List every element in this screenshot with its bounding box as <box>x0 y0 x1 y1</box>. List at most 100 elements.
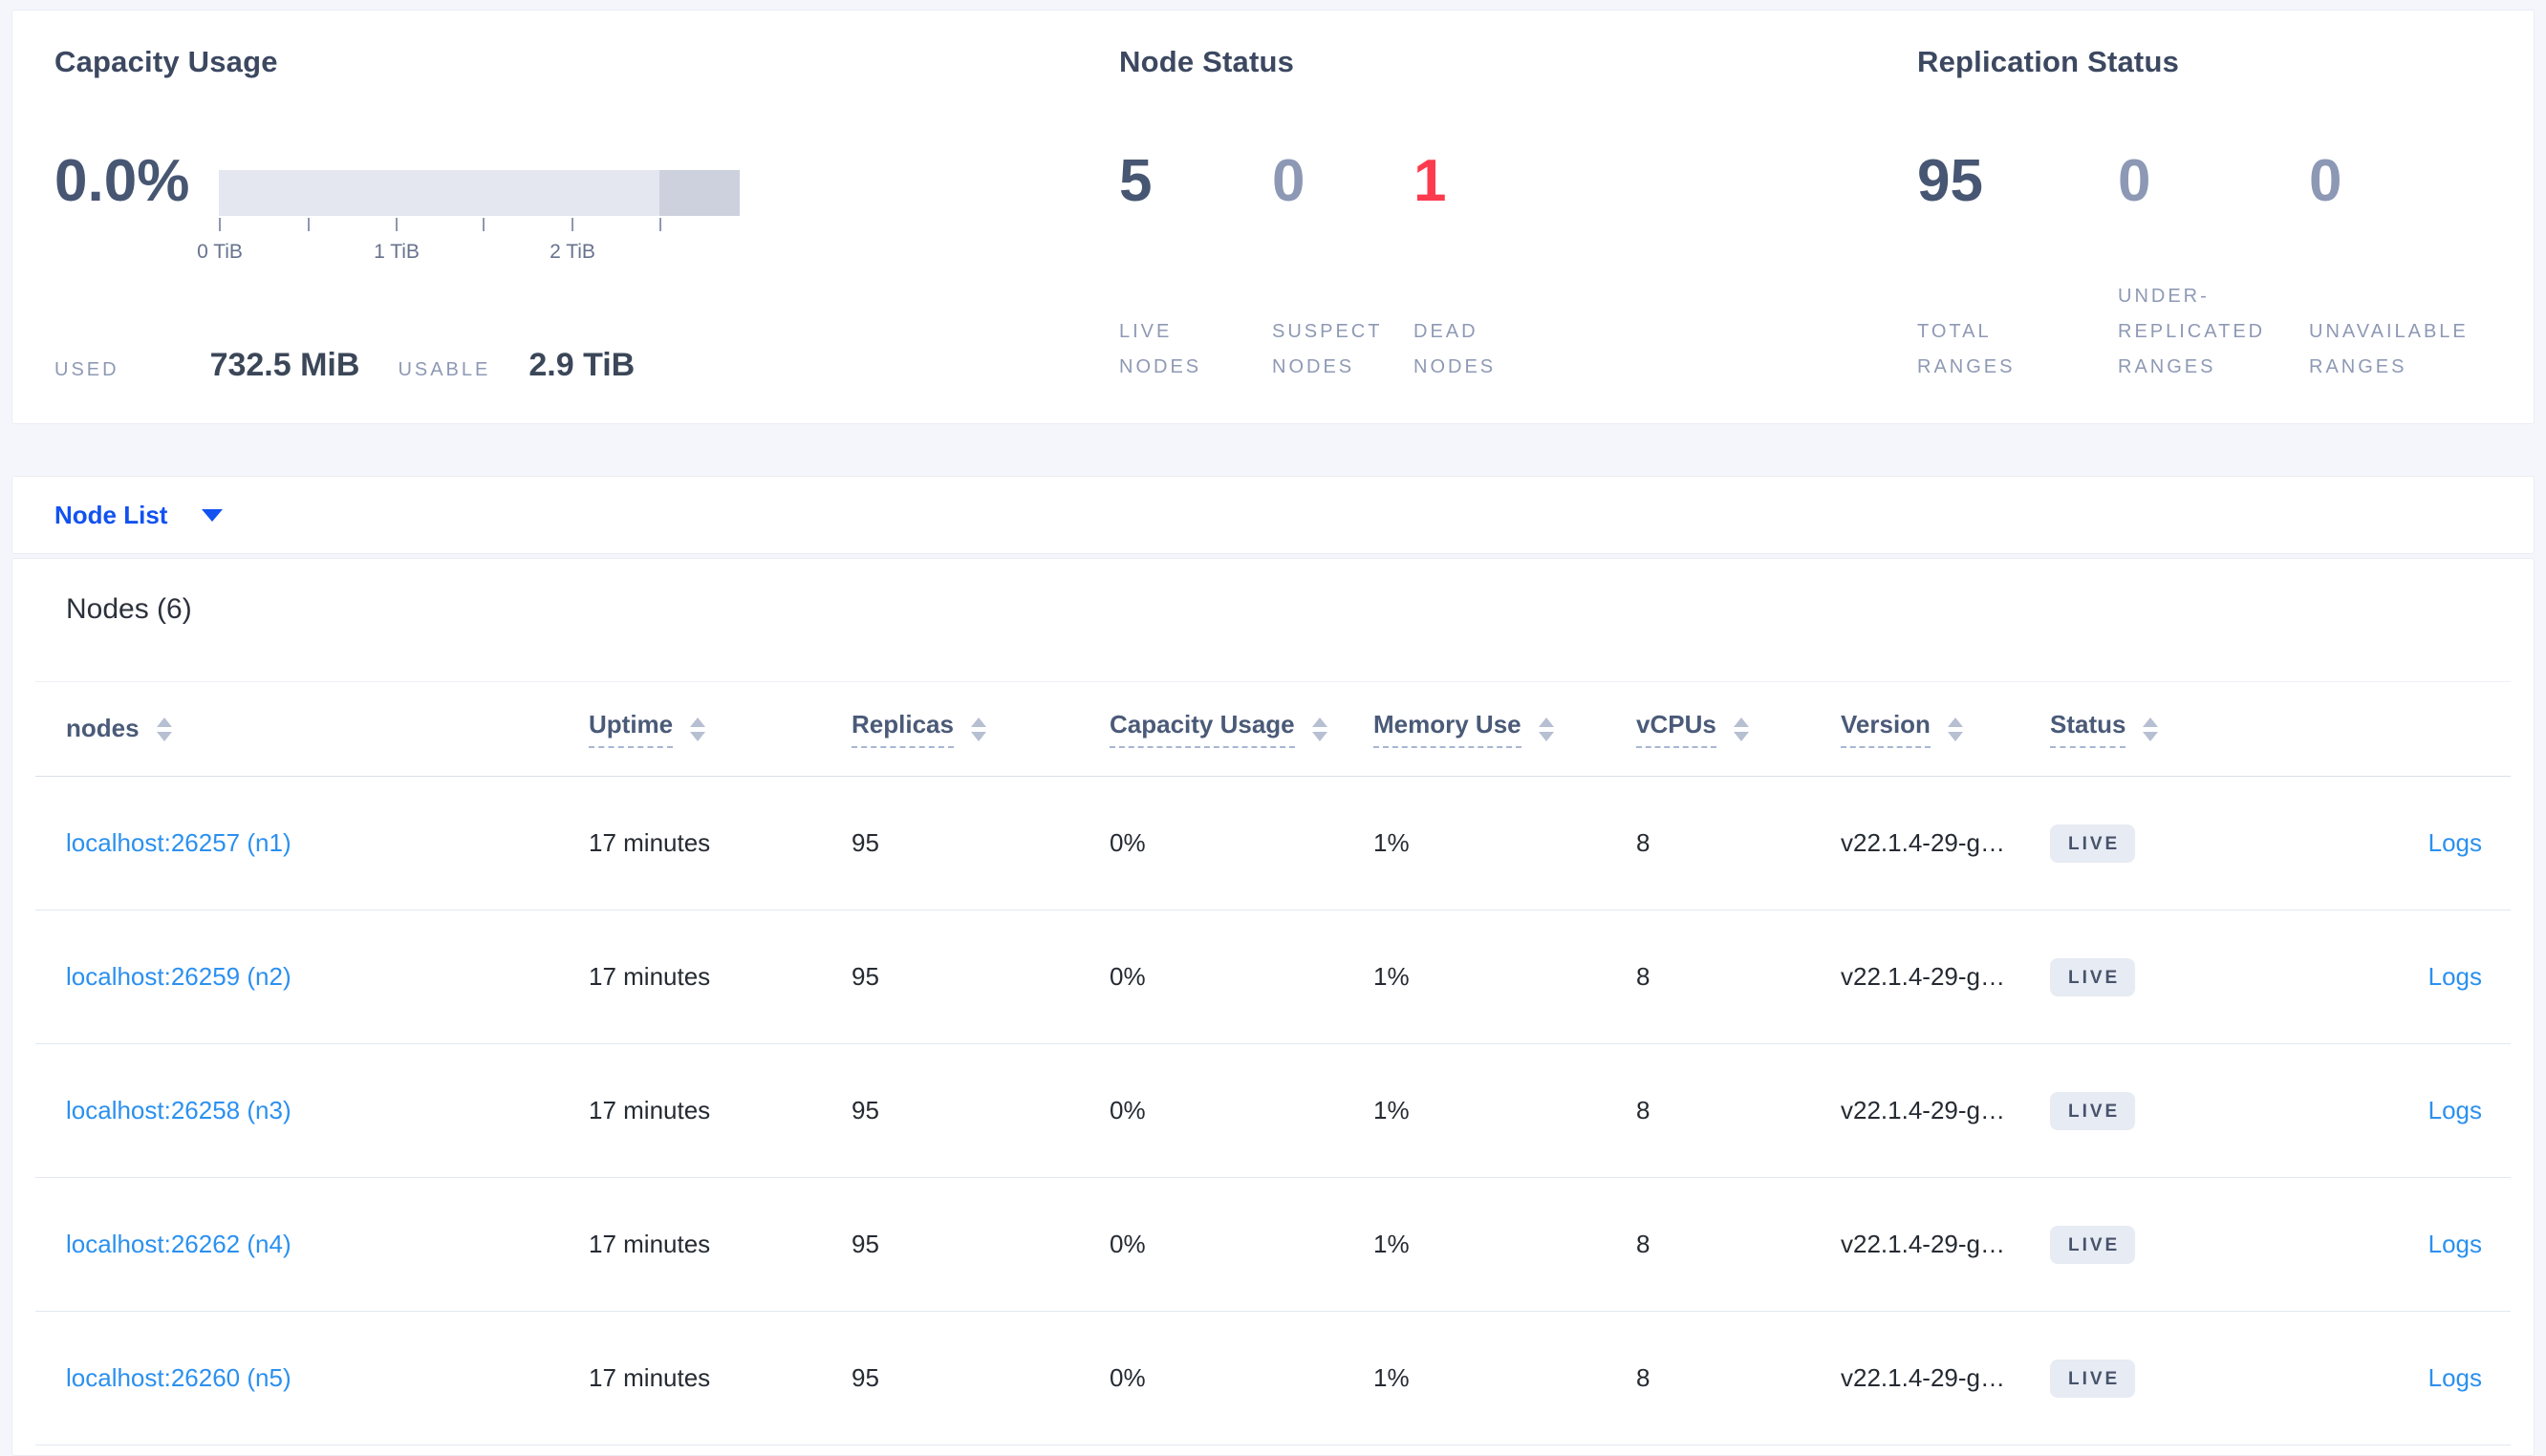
axis-tick-label: 1 TiB <box>374 241 420 263</box>
capacity-cell: 0% <box>1110 828 1146 857</box>
replicas-cell: 95 <box>852 962 879 991</box>
table-header-row: nodes Uptime Replicas Capacity Usage Mem… <box>35 682 2511 777</box>
axis-tick <box>396 218 398 231</box>
unavailable-ranges-stat: 0 UNAVAILABLE RANGES <box>2309 152 2505 385</box>
table-row: localhost:26258 (n3) 17 minutes 95 0% 1%… <box>35 1044 2511 1178</box>
column-header-replicas[interactable]: Replicas <box>852 710 1110 749</box>
vcpus-cell: 8 <box>1636 1096 1651 1124</box>
status-badge: LIVE <box>2050 1225 2136 1264</box>
node-list-dropdown-label: Node List <box>54 500 168 529</box>
unavailable-ranges-label: UNAVAILABLE RANGES <box>2309 321 2469 377</box>
logs-link[interactable]: Logs <box>2427 962 2482 991</box>
column-header-uptime[interactable]: Uptime <box>589 710 852 749</box>
divider <box>35 681 2511 682</box>
memory-cell: 1% <box>1373 828 1410 857</box>
sort-icon <box>1733 717 1749 741</box>
memory-cell: 1% <box>1373 962 1410 991</box>
uptime-cell: 17 minutes <box>589 828 711 857</box>
under-replicated-ranges-value: 0 <box>2118 148 2151 214</box>
vcpus-cell: 8 <box>1636 1230 1651 1258</box>
node-link[interactable]: localhost:26257 (n1) <box>66 828 291 857</box>
uptime-cell: 17 minutes <box>589 1230 711 1258</box>
memory-cell: 1% <box>1373 1230 1410 1258</box>
sort-icon <box>156 717 172 741</box>
table-row: localhost:26257 (n1) 17 minutes 95 0% 1%… <box>35 777 2511 910</box>
version-cell: v22.1.4-29-g… <box>1841 828 2005 857</box>
replication-status-title: Replication Status <box>1917 45 2180 78</box>
table-row: localhost:26260 (n5) 17 minutes 95 0% 1%… <box>35 1312 2511 1445</box>
column-header-version[interactable]: Version <box>1841 710 2050 749</box>
uptime-cell: 17 minutes <box>589 1096 711 1124</box>
node-link[interactable]: localhost:26260 (n5) <box>66 1363 291 1392</box>
memory-cell: 1% <box>1373 1363 1410 1392</box>
node-status-title: Node Status <box>1119 45 1295 78</box>
suspect-nodes-label: SUSPECT NODES <box>1272 321 1383 377</box>
live-nodes-value: 5 <box>1119 148 1153 214</box>
axis-tick-label: 2 TiB <box>550 241 595 263</box>
capacity-cell: 0% <box>1110 962 1146 991</box>
status-badge: LIVE <box>2050 1091 2136 1130</box>
node-list-dropdown[interactable]: Node List <box>54 477 224 553</box>
usable-label: USABLE <box>398 359 491 380</box>
column-header-label: Replicas <box>852 710 954 749</box>
version-cell: v22.1.4-29-g… <box>1841 1096 2005 1124</box>
axis-tick <box>572 218 573 231</box>
capacity-usage-bar: 0 TiB 1 TiB 2 TiB <box>197 170 740 263</box>
replicas-cell: 95 <box>852 1096 879 1124</box>
logs-link[interactable]: Logs <box>2427 1363 2482 1392</box>
dead-nodes-label: DEAD NODES <box>1413 321 1497 377</box>
column-header-status[interactable]: Status <box>2050 710 2211 749</box>
cluster-summary-card: Capacity Usage Node Status Replication S… <box>11 10 2535 424</box>
axis-tick <box>308 218 310 231</box>
used-value: 732.5 MiB <box>209 347 360 383</box>
version-cell: v22.1.4-29-g… <box>1841 1230 2005 1258</box>
column-header-memory-use[interactable]: Memory Use <box>1373 710 1636 749</box>
sort-icon <box>2143 717 2159 741</box>
version-cell: v22.1.4-29-g… <box>1841 962 2005 991</box>
dead-nodes-value: 1 <box>1413 148 1447 214</box>
logs-link[interactable]: Logs <box>2427 828 2482 857</box>
column-header-label: Capacity Usage <box>1110 710 1295 749</box>
live-nodes-label: LIVE NODES <box>1119 321 1202 377</box>
logs-link[interactable]: Logs <box>2427 1096 2482 1124</box>
live-nodes-stat: 5 LIVE NODES <box>1119 152 1253 385</box>
vcpus-cell: 8 <box>1636 1363 1651 1392</box>
column-header-nodes[interactable]: nodes <box>66 714 589 743</box>
sort-icon <box>690 717 706 741</box>
view-selector-bar: Node List <box>11 476 2535 554</box>
suspect-nodes-stat: 0 SUSPECT NODES <box>1272 152 1396 385</box>
total-ranges-label: TOTAL RANGES <box>1917 321 2016 377</box>
capacity-bar-segment <box>659 170 740 216</box>
node-link[interactable]: localhost:26258 (n3) <box>66 1096 291 1124</box>
table-body: localhost:26257 (n1) 17 minutes 95 0% 1%… <box>12 777 2534 1445</box>
capacity-cell: 0% <box>1110 1230 1146 1258</box>
nodes-table-card: Nodes (6) nodes Uptime Replicas Capacity… <box>11 558 2535 1456</box>
unavailable-ranges-value: 0 <box>2309 148 2342 214</box>
node-link[interactable]: localhost:26262 (n4) <box>66 1230 291 1258</box>
table-row: localhost:26262 (n4) 17 minutes 95 0% 1%… <box>35 1178 2511 1312</box>
vcpus-cell: 8 <box>1636 828 1651 857</box>
axis-tick <box>219 218 221 231</box>
capacity-percent: 0.0% <box>54 148 190 214</box>
capacity-cell: 0% <box>1110 1096 1146 1124</box>
axis-tick <box>483 218 485 231</box>
status-badge: LIVE <box>2050 824 2136 863</box>
logs-link[interactable]: Logs <box>2427 1230 2482 1258</box>
replicas-cell: 95 <box>852 1230 879 1258</box>
column-header-label: Uptime <box>589 710 674 749</box>
column-header-capacity-usage[interactable]: Capacity Usage <box>1110 710 1373 749</box>
under-replicated-ranges-stat: 0 UNDER-REPLICATED RANGES <box>2118 152 2323 385</box>
column-header-vcpus[interactable]: vCPUs <box>1636 710 1841 749</box>
node-link[interactable]: localhost:26259 (n2) <box>66 962 291 991</box>
column-header-label: Status <box>2050 710 2126 749</box>
version-cell: v22.1.4-29-g… <box>1841 1363 2005 1392</box>
column-header-label: nodes <box>66 714 140 743</box>
under-replicated-ranges-label: UNDER-REPLICATED RANGES <box>2118 286 2266 377</box>
capacity-usage-title: Capacity Usage <box>54 45 278 78</box>
total-ranges-stat: 95 TOTAL RANGES <box>1917 152 2070 385</box>
capacity-bar-track <box>219 170 740 216</box>
sort-icon <box>1311 717 1327 741</box>
replicas-cell: 95 <box>852 1363 879 1392</box>
sort-icon <box>1947 717 1963 741</box>
